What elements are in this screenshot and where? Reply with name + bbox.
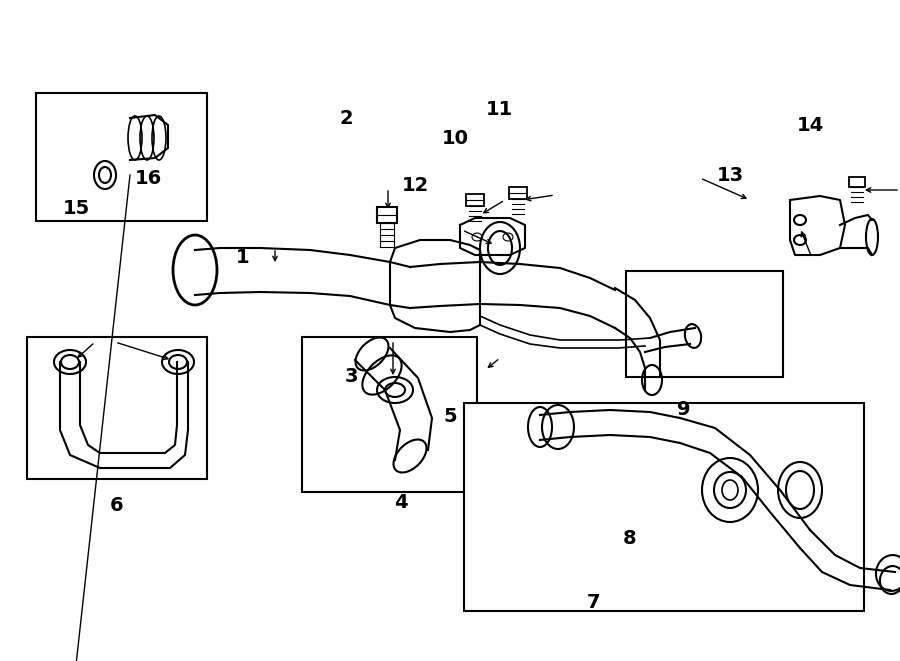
Text: 16: 16 bbox=[135, 169, 162, 188]
Bar bbox=[27, 337, 207, 479]
Text: 12: 12 bbox=[402, 176, 429, 194]
Text: 4: 4 bbox=[393, 493, 408, 512]
Text: 10: 10 bbox=[442, 130, 469, 148]
Text: 2: 2 bbox=[339, 110, 354, 128]
Text: 11: 11 bbox=[486, 100, 513, 118]
Text: 1: 1 bbox=[236, 249, 250, 267]
Text: 14: 14 bbox=[796, 116, 824, 135]
Bar bbox=[626, 271, 783, 377]
Text: 15: 15 bbox=[63, 199, 90, 217]
Text: 6: 6 bbox=[110, 496, 124, 515]
Text: 8: 8 bbox=[623, 529, 637, 548]
Bar bbox=[377, 207, 397, 223]
Bar bbox=[464, 403, 864, 611]
Text: 13: 13 bbox=[717, 166, 744, 184]
Text: 7: 7 bbox=[587, 594, 601, 612]
Bar bbox=[466, 194, 484, 206]
Bar bbox=[302, 337, 477, 492]
Text: 3: 3 bbox=[344, 368, 358, 386]
Bar bbox=[36, 93, 207, 221]
Text: 9: 9 bbox=[677, 401, 691, 419]
Bar bbox=[509, 187, 527, 199]
Text: 5: 5 bbox=[443, 407, 457, 426]
Bar bbox=[849, 177, 865, 187]
